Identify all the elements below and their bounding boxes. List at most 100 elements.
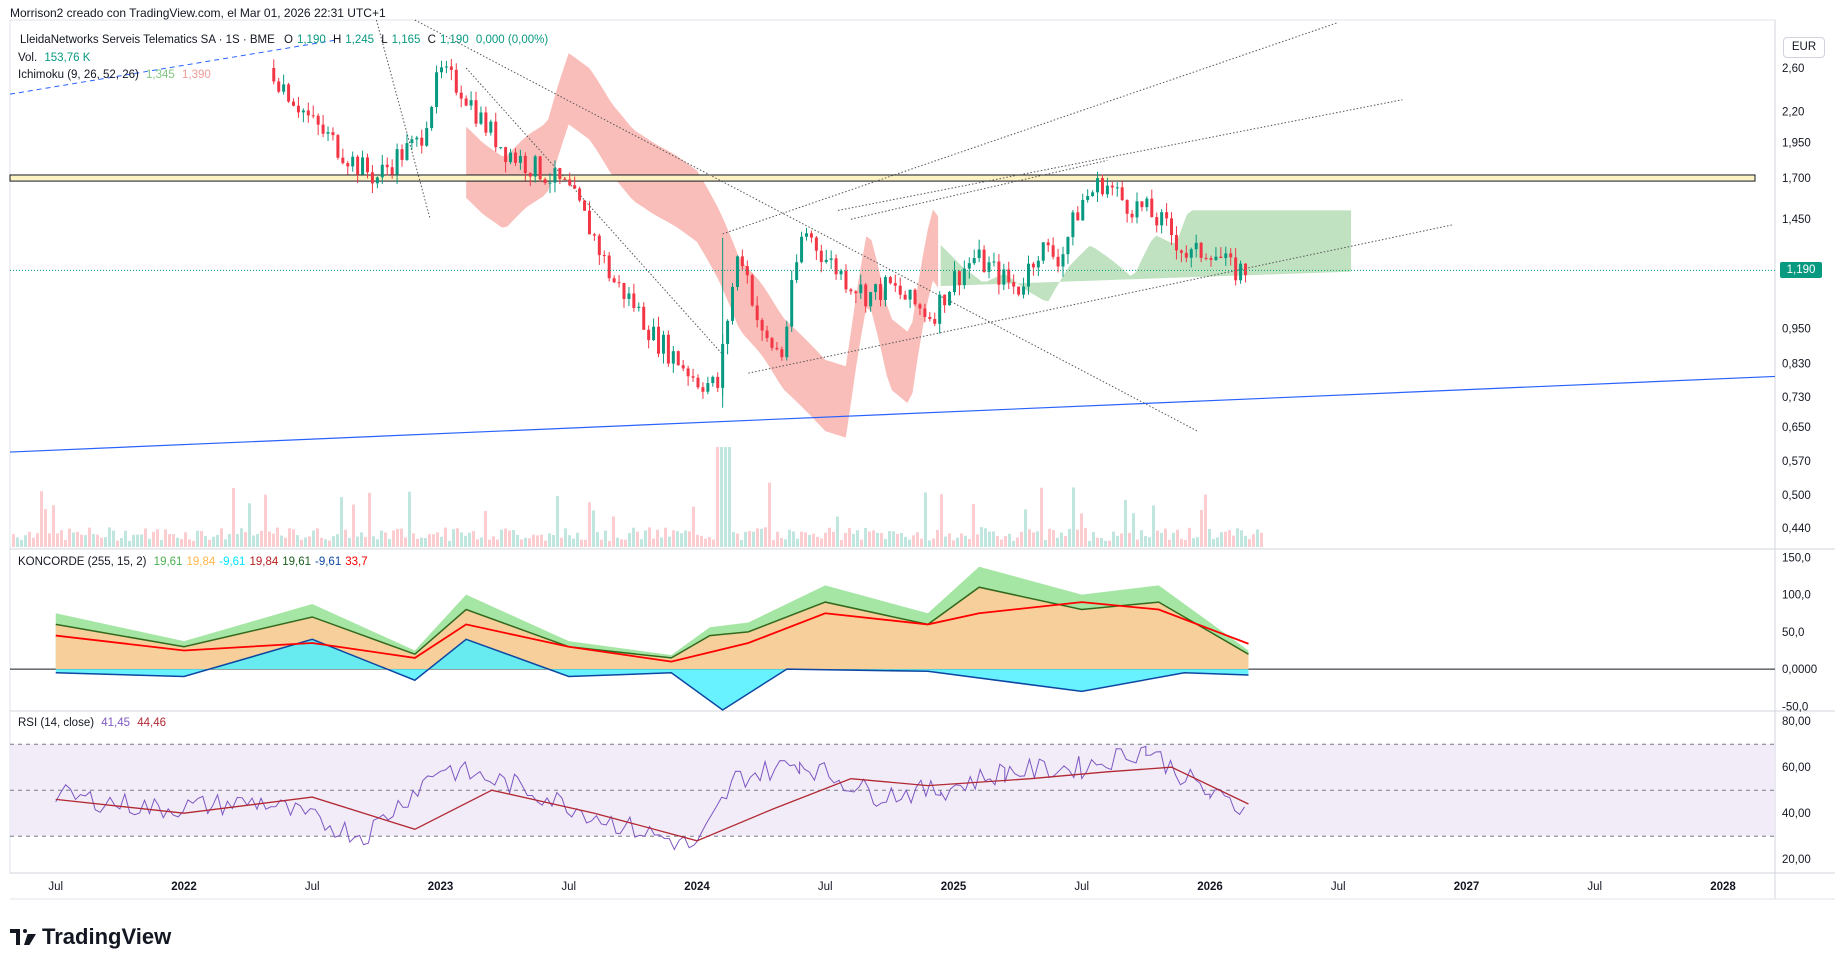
currency-button[interactable]: EUR [1783,37,1825,58]
candle-body [859,284,863,294]
time-tick-label: Jul [1587,881,1602,893]
volume-bar [1096,537,1099,547]
volume-bar [408,491,411,547]
volume-bar [572,538,575,547]
volume-bar [664,527,667,547]
volume-bar [712,539,715,547]
volume-bar [616,537,619,547]
volume-bar [48,533,51,547]
volume-bar [236,534,239,547]
volume-bar [636,531,639,547]
volume-bar [100,537,103,547]
volume-bar [204,535,207,547]
candle-body [1194,242,1198,250]
volume-bar [1072,487,1075,547]
volume-bar [1156,530,1159,547]
volume-bar [508,530,511,547]
candle-body [370,172,374,184]
candle-body [967,263,971,269]
volume-bar [440,536,443,547]
main-legend[interactable]: LleidaNetworks Serveis Telematics SA · 1… [18,34,552,46]
volume-bar [268,531,271,547]
candle-body [430,107,434,129]
ichimoku-legend[interactable]: Ichimoku (9, 26, 52, 26) 1,345 1,390 [18,69,215,81]
volume-bar [1208,529,1211,547]
price-tick-label: 0,570 [1782,456,1811,468]
candle-body [1184,252,1188,258]
volume-bar [460,532,463,547]
candle-body [809,233,813,238]
candle-body [420,137,424,146]
candle-body [716,376,720,388]
koncorde-legend[interactable]: KONCORDE (255, 15, 2) 19,61 19,84 -9,61 19,… [18,556,376,568]
volume-bar [128,540,131,547]
candle-body [1140,201,1144,208]
candle-body [1204,257,1208,259]
koncorde-tick-label: 100,0 [1782,590,1811,602]
candle-body [1071,212,1075,238]
candle-body [1056,256,1060,267]
volume-bar [28,531,31,547]
volume-bar [928,540,931,547]
volume-bar [24,535,27,547]
tradingview-logo[interactable]: TradingView [10,924,171,950]
price-tick-label: 0,730 [1782,392,1811,404]
volume-bar [592,510,595,547]
candle-body [469,100,473,106]
volume-bar [544,540,547,547]
volume-bar [344,529,347,547]
dotted-trend-2 [465,67,724,355]
volume-bar [836,516,839,547]
volume-bar [724,447,727,547]
time-tick-label: 2027 [1454,881,1480,893]
volume-bar [524,537,527,547]
candle-body [637,306,641,308]
volume-bar [512,530,515,547]
volume-bar [188,539,191,547]
time-tick-label: Jul [561,881,576,893]
volume-bar [620,539,623,547]
rsi-legend[interactable]: RSI (14, close) 41,45 44,46 [18,717,170,729]
candle-body [1012,282,1016,287]
tradingview-wordmark: TradingView [42,924,172,949]
volume-bar [244,532,247,547]
volume-bar [604,530,607,547]
volume-bar [952,540,955,547]
price-tick-label: 0,650 [1782,422,1811,434]
koncorde-blue-area [55,639,1249,710]
candle-body [292,101,296,106]
candle-body [676,351,680,366]
volume-bar [916,532,919,547]
candle-body [361,157,365,175]
volume-bar [1220,532,1223,547]
volume-bar [500,529,503,547]
candle-body [1239,263,1243,281]
candle-body [1199,242,1203,258]
dotted-trend-3 [414,19,1198,432]
volume-bar [52,505,55,547]
volume-legend[interactable]: Vol. 153,76 K [18,52,94,64]
volume-bar [808,534,811,547]
high-label: H [332,34,342,46]
volume-bar [656,529,659,547]
volume-bar [36,533,39,547]
volume-bar [1172,532,1175,547]
candle-body [346,163,350,167]
last-price-tag: 1,190 [1780,262,1822,279]
volume-bar [796,538,799,547]
volume-bar [848,528,851,547]
volume-bar [1228,530,1231,547]
volume-bar [116,540,119,547]
volume-bar [852,533,855,547]
koncorde-value-2: -9,61 [219,556,246,568]
koncorde-values: 19,61 19,84 -9,61 19,84 19,61 -9,61 33,7 [154,556,372,568]
volume-bar [704,538,707,547]
candle-body [602,255,606,257]
volume-bar [172,534,175,547]
candle-body [1115,187,1119,189]
volume-bar [924,492,927,547]
volume-bar [56,533,59,547]
candle-body [1165,212,1169,219]
candle-body [1081,199,1085,221]
